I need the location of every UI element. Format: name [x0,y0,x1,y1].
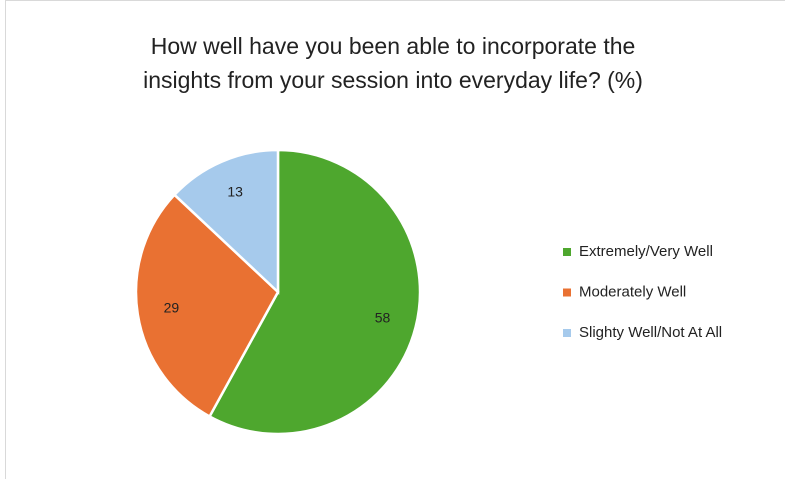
legend-swatch [563,329,571,337]
legend-label: Slighty Well/Not At All [579,324,722,341]
legend-label: Moderately Well [579,283,686,300]
data-label: 29 [164,300,180,316]
legend-swatch [563,248,571,256]
chart-title: insights from your session into everyday… [143,67,643,93]
legend-swatch [563,288,571,297]
pie-slice [207,148,422,436]
chart-title: How well have you been able to incorpora… [151,33,636,59]
legend-label: Extremely/Very Well [579,243,713,260]
pie-slice [172,148,280,295]
pie-slice [134,193,280,419]
data-label: 13 [227,184,243,200]
data-label: 58 [375,310,391,326]
